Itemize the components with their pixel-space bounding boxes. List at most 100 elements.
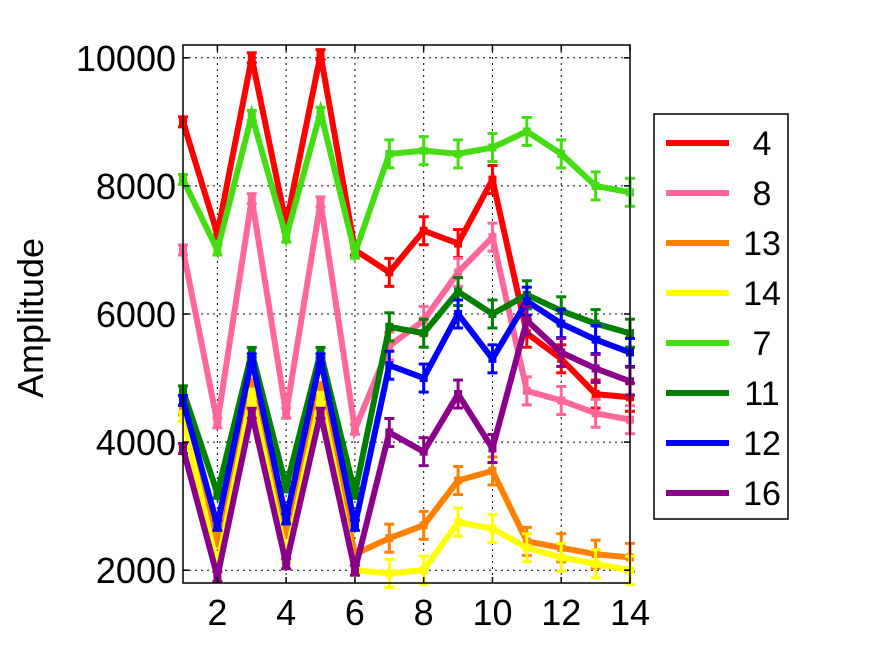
data-point	[454, 390, 463, 399]
data-point	[591, 390, 600, 399]
data-point	[454, 518, 463, 527]
legend-label-16: 16	[743, 475, 781, 513]
data-point	[385, 342, 394, 351]
data-point	[316, 393, 325, 402]
series-16	[178, 304, 635, 584]
data-point	[488, 466, 497, 475]
data-point	[591, 335, 600, 344]
data-point	[488, 175, 497, 184]
data-point	[557, 553, 566, 562]
data-point	[385, 534, 394, 543]
data-point	[557, 149, 566, 158]
series-lines	[178, 48, 635, 589]
x-tick-label: 4	[276, 592, 296, 633]
series-line	[180, 54, 631, 401]
y-tick-label: 2000	[96, 550, 176, 591]
x-tick-label: 8	[414, 592, 434, 633]
data-point	[282, 233, 291, 242]
data-point	[454, 287, 463, 296]
data-point	[385, 569, 394, 578]
data-point	[247, 53, 256, 62]
data-point	[385, 428, 394, 437]
data-point	[213, 489, 222, 498]
y-axis-label: Amplitude	[10, 238, 51, 398]
data-point	[247, 390, 256, 399]
legend-label-14: 14	[743, 275, 781, 313]
data-point	[316, 383, 325, 392]
data-point	[350, 550, 359, 559]
x-tick-label: 6	[345, 592, 365, 633]
series-line	[180, 393, 631, 577]
legend: 4 8 13 14 7 11 12 16	[653, 113, 789, 520]
data-point	[385, 322, 394, 331]
data-point	[522, 386, 531, 395]
legend-box	[653, 113, 789, 520]
data-point	[557, 348, 566, 357]
data-point	[522, 316, 531, 325]
series-line	[180, 198, 631, 441]
data-point	[454, 239, 463, 248]
data-point	[419, 566, 428, 575]
data-point	[282, 409, 291, 418]
data-point	[488, 310, 497, 318]
axes: 2 4 6 8 10 12 14 2000 4000 6000 8000 10000 Amplitude	[10, 38, 650, 633]
data-point	[247, 380, 256, 389]
data-point	[385, 268, 394, 277]
legend-label-12: 12	[743, 425, 781, 463]
x-tick-label: 14	[610, 592, 650, 633]
data-point	[247, 111, 256, 120]
legend-label-4: 4	[753, 125, 772, 163]
series-14	[178, 387, 635, 589]
data-point	[419, 329, 428, 338]
data-point	[282, 559, 291, 568]
y-tick-label: 4000	[96, 422, 176, 463]
data-point	[419, 226, 428, 235]
data-point	[316, 108, 325, 117]
data-point	[350, 521, 359, 530]
data-point	[522, 543, 531, 552]
x-tick-label: 12	[541, 592, 581, 633]
data-point	[316, 197, 325, 206]
legend-label-8: 8	[753, 175, 772, 213]
data-point	[213, 521, 222, 530]
series-line	[180, 296, 632, 527]
data-point	[350, 249, 359, 258]
series-line	[180, 314, 632, 578]
data-point	[213, 418, 222, 427]
data-point	[591, 559, 600, 568]
data-point	[419, 447, 428, 456]
data-point	[454, 476, 463, 485]
series-line	[180, 100, 631, 264]
data-point	[419, 146, 428, 155]
data-point	[213, 537, 222, 546]
data-point	[488, 143, 497, 152]
legend-label-13: 13	[743, 225, 781, 263]
data-point	[350, 566, 359, 575]
data-point	[247, 194, 256, 203]
data-point	[282, 220, 291, 229]
data-point	[488, 233, 497, 242]
data-point	[213, 245, 222, 254]
data-point	[591, 364, 600, 373]
data-point	[591, 319, 600, 328]
data-point	[454, 268, 463, 277]
y-tick-label: 8000	[96, 166, 176, 207]
data-point	[316, 409, 325, 418]
data-point	[247, 409, 256, 418]
data-point	[591, 181, 600, 190]
data-point	[419, 521, 428, 530]
data-point	[488, 524, 497, 533]
data-point	[488, 444, 497, 453]
data-point	[213, 229, 222, 238]
data-point	[385, 361, 394, 370]
data-point	[282, 514, 291, 523]
data-point	[522, 127, 531, 136]
data-point	[454, 149, 463, 158]
legend-label-7: 7	[753, 325, 772, 363]
data-point	[488, 354, 497, 363]
data-point	[316, 354, 325, 363]
data-point	[454, 310, 463, 318]
data-point	[591, 409, 600, 418]
